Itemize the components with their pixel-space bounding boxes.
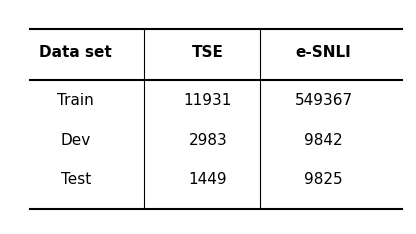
Text: 549367: 549367 xyxy=(295,93,353,108)
Text: Test: Test xyxy=(61,172,91,187)
Text: TSE: TSE xyxy=(192,45,224,60)
Text: Data set: Data set xyxy=(40,45,112,60)
Text: Train: Train xyxy=(57,93,94,108)
Text: 9825: 9825 xyxy=(305,172,343,187)
Text: Dev: Dev xyxy=(61,133,91,148)
Text: 9842: 9842 xyxy=(305,133,343,148)
Text: 11931: 11931 xyxy=(184,93,232,108)
Text: 1449: 1449 xyxy=(189,172,227,187)
Text: e-SNLI: e-SNLI xyxy=(296,45,352,60)
Text: 2983: 2983 xyxy=(188,133,228,148)
